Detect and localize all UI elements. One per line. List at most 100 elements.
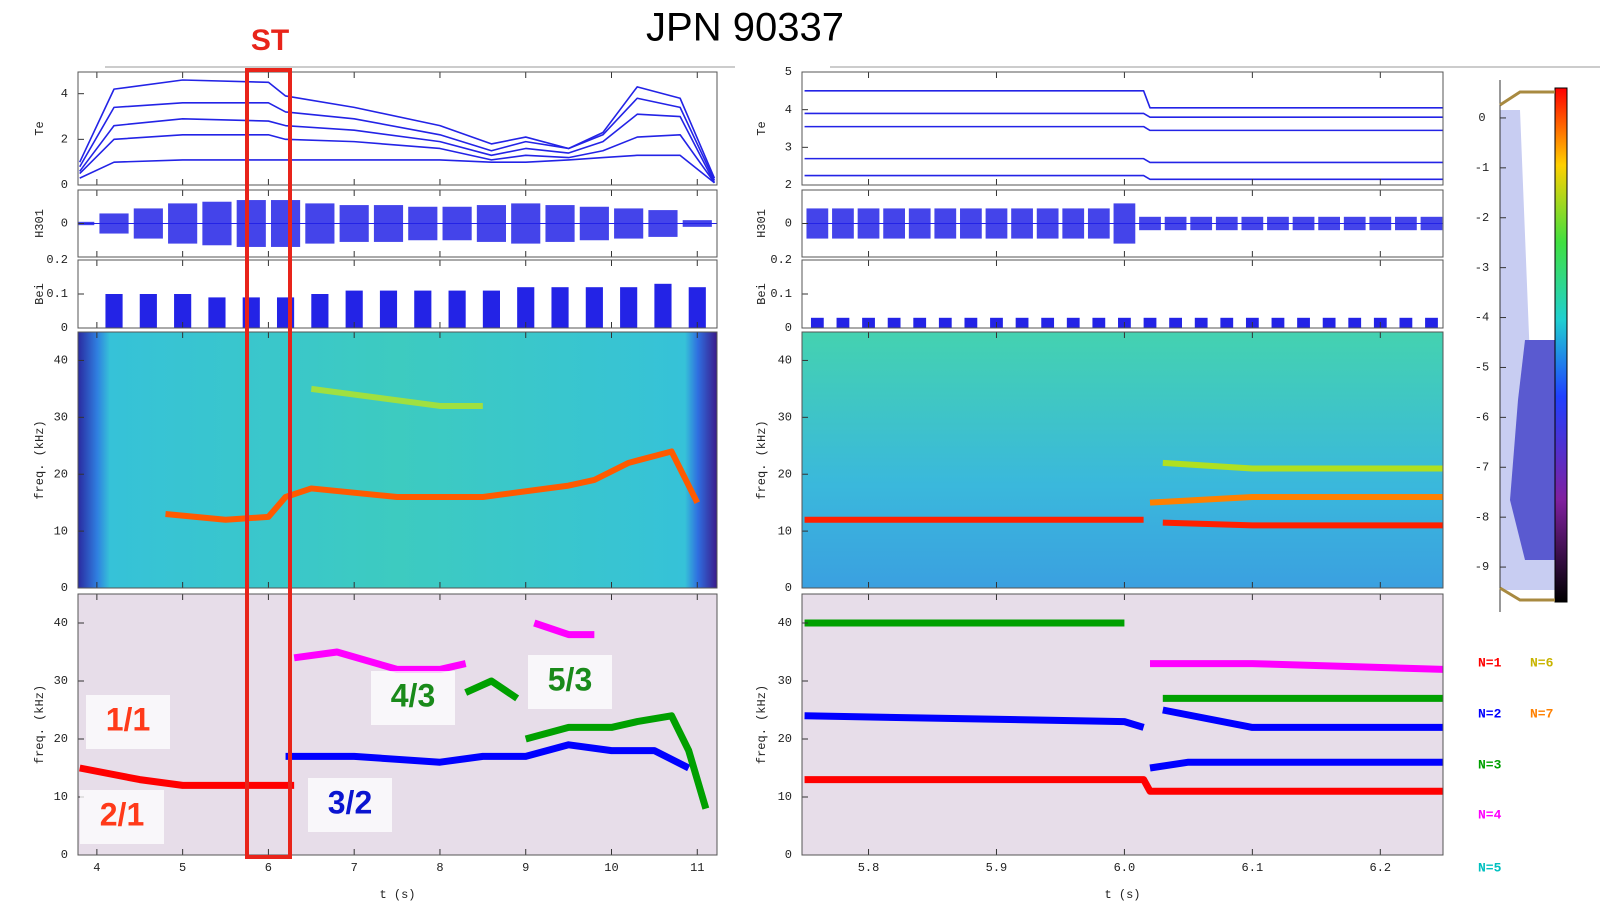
envelope-bar — [1087, 208, 1110, 239]
y-tick-label: 5 — [785, 65, 792, 79]
overlay: ST N=1 N=6 N=2 N=7 N=3 N=4 N=5 1/1 2/1 3/2 4/3 5/3 — [80, 24, 1554, 875]
y-axis-label: freq. (kHz) — [755, 685, 769, 764]
envelope-bar — [682, 220, 712, 227]
stem-bar — [1066, 317, 1080, 328]
panel: 0 10 20 30 40 freq. (kHz) — [755, 331, 1444, 595]
stem-bar — [1297, 317, 1310, 328]
x-tick-label: 9 — [522, 861, 529, 875]
legend-entry: N=6 — [1530, 655, 1554, 670]
stem-bar — [1348, 317, 1362, 328]
envelope-bar — [133, 208, 163, 239]
plot-area — [802, 203, 1443, 244]
panel: 0 10 20 30 40 freq. (kHz) 5.8 5.9 6.0 6.1 6.2 t (s) — [755, 593, 1444, 902]
plot-area — [78, 283, 717, 328]
spectrogram-background — [78, 332, 717, 588]
x-tick-label: 5 — [179, 861, 186, 875]
envelope-bar — [99, 213, 129, 234]
y-tick-label: 20 — [778, 732, 792, 746]
stem-bar — [938, 317, 952, 328]
frame — [77, 331, 718, 589]
stem-bar — [379, 290, 398, 328]
trace — [79, 154, 715, 184]
colorbar-bracket — [1499, 90, 1555, 107]
envelope-bar — [1062, 208, 1085, 239]
envelope-bar — [614, 208, 644, 239]
plot-area — [79, 619, 710, 810]
stem-bar — [964, 317, 978, 328]
y-tick-label: 0 — [785, 321, 792, 335]
plot-area — [78, 200, 717, 247]
x-tick-label: 11 — [690, 861, 704, 875]
y-axis-label: freq. (kHz) — [33, 420, 47, 499]
stem-bar — [1425, 317, 1438, 328]
panel: 2 3 4 5 Te — [755, 65, 1444, 192]
envelope-bar — [1267, 216, 1289, 231]
envelope-bar — [1113, 203, 1136, 244]
y-tick-label: 30 — [778, 674, 792, 688]
annotation-box — [308, 778, 392, 832]
stem-bar — [1092, 317, 1106, 328]
panel: 0 0.1 0.2 Bei — [33, 253, 718, 335]
frame — [77, 189, 718, 258]
frame — [77, 593, 718, 856]
legend-entry: N=2 — [1478, 706, 1502, 721]
stem-bar — [810, 317, 824, 328]
panel: 0 0.1 0.2 Bei — [755, 253, 1444, 335]
y-axis-label: freq. (kHz) — [33, 685, 47, 764]
y-tick-label: 20 — [778, 467, 792, 481]
stem-bar — [1399, 317, 1413, 328]
colorbar-tick-label: -8 — [1475, 510, 1489, 524]
y-axis-label: Bei — [33, 283, 47, 305]
envelope-bar — [934, 208, 957, 239]
y-tick-label: 3 — [785, 141, 792, 155]
y-tick-label: 0 — [61, 178, 68, 192]
colorbar-tick-label: -4 — [1475, 311, 1489, 325]
annotation: 3/2 — [328, 784, 372, 820]
envelope-bar — [883, 208, 905, 239]
y-tick-label: 40 — [778, 354, 792, 368]
plot-area — [804, 459, 1443, 529]
trace — [804, 157, 1443, 164]
envelope-bar — [202, 201, 232, 246]
panel: 0 H301 — [33, 189, 718, 258]
x-axis-label: t (s) — [1104, 888, 1140, 902]
legend-entry: N=7 — [1530, 706, 1553, 721]
envelope-bar — [270, 200, 301, 247]
y-tick-label: 2 — [61, 133, 68, 147]
stem-bar — [174, 294, 192, 328]
trace — [79, 113, 716, 184]
envelope-bar — [1420, 216, 1443, 231]
trace — [79, 764, 295, 789]
envelope-bar — [1139, 216, 1161, 231]
stem-bar — [1220, 317, 1234, 328]
stem-bar — [448, 290, 466, 328]
stem-bar — [836, 317, 850, 328]
x-tick-label: 4 — [93, 861, 100, 875]
frame — [801, 259, 1444, 329]
colorbar-tick-label: -9 — [1475, 560, 1489, 574]
plot-area — [78, 79, 716, 184]
trace — [804, 90, 1443, 109]
y-tick-label: 40 — [54, 616, 68, 630]
y-axis-label: H301 — [755, 209, 769, 238]
y-tick-label: 0.1 — [770, 287, 792, 301]
envelope-bar — [806, 208, 829, 239]
trace — [293, 648, 467, 673]
envelope-bar — [339, 205, 369, 242]
stem-bar — [345, 290, 363, 328]
highlight-box — [245, 68, 292, 859]
trace — [1149, 493, 1443, 506]
y-tick-label: 10 — [778, 790, 792, 804]
envelope-bar — [579, 206, 609, 241]
colorbar-histogram — [1510, 340, 1555, 560]
y-tick-label: 0.2 — [46, 253, 68, 267]
envelope-bar — [78, 221, 95, 226]
trace — [804, 712, 1145, 731]
stem-bar — [1041, 317, 1055, 328]
stem-bar — [414, 290, 432, 328]
stem-bar — [1322, 317, 1336, 328]
envelope-bar — [442, 206, 472, 241]
y-tick-label: 0 — [785, 581, 792, 595]
y-tick-label: 40 — [54, 354, 68, 368]
